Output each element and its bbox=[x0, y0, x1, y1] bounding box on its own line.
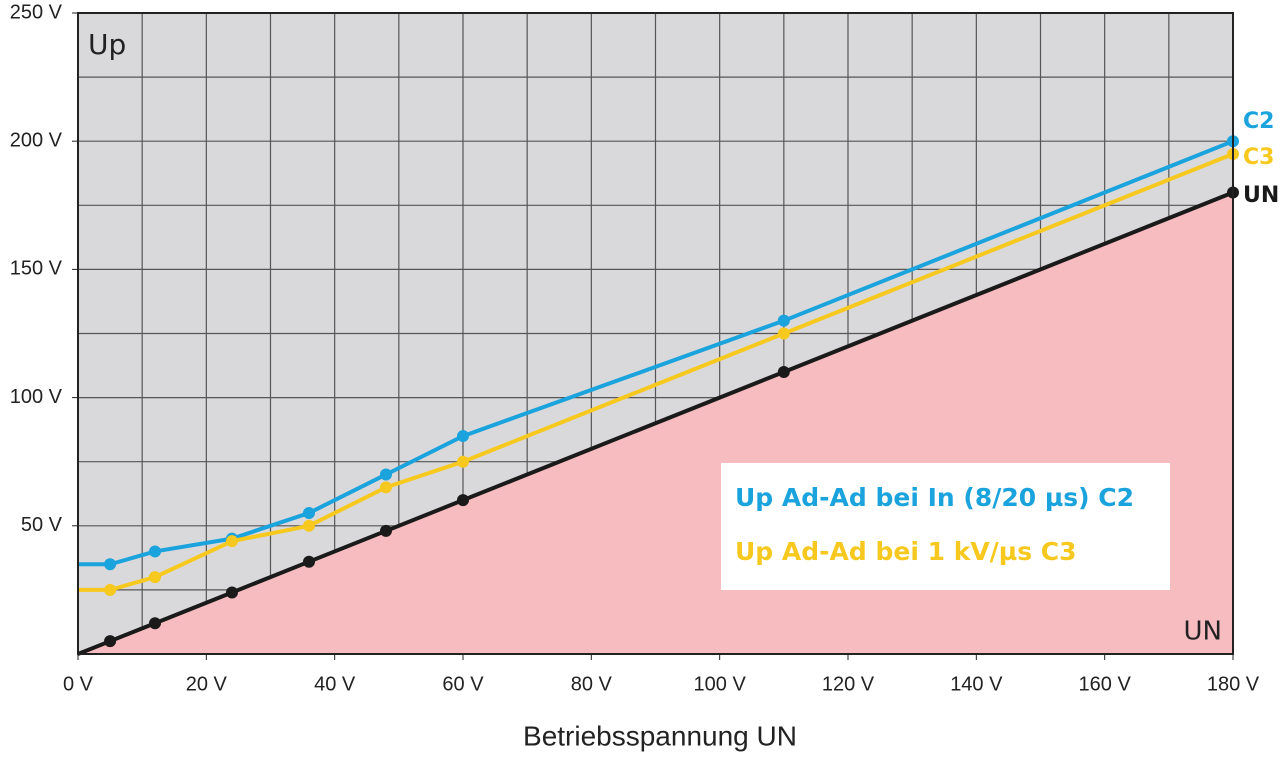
x-tick-label: 100 V bbox=[694, 673, 747, 695]
point bbox=[149, 571, 161, 584]
point bbox=[226, 535, 238, 548]
end-label: C2 bbox=[1243, 109, 1274, 134]
legend-box bbox=[721, 463, 1170, 590]
x-tick-label: 0 V bbox=[63, 673, 94, 695]
point bbox=[777, 365, 790, 378]
end-label: UN bbox=[1243, 183, 1279, 208]
x-tick-label: 180 V bbox=[1207, 673, 1260, 695]
legend: Up Ad-Ad bei In (8/20 µs) C2 Up Ad-Ad bei… bbox=[735, 483, 1134, 566]
legend-entry: Up Ad-Ad bei 1 kV/µs C3 bbox=[735, 537, 1077, 566]
point bbox=[303, 506, 315, 519]
point bbox=[457, 455, 469, 468]
end-label: C3 bbox=[1243, 145, 1274, 170]
y-tick-label: 200 V bbox=[10, 129, 63, 151]
x-tick-label: 60 V bbox=[442, 673, 484, 695]
point bbox=[380, 481, 392, 494]
point bbox=[777, 327, 790, 340]
corner-label: UN bbox=[1184, 617, 1222, 647]
x-tick-label: 140 V bbox=[950, 673, 1003, 695]
point bbox=[380, 524, 392, 537]
point bbox=[303, 555, 315, 568]
x-tick-label: 120 V bbox=[822, 673, 875, 695]
point bbox=[149, 617, 161, 630]
y-tick-label: 50 V bbox=[21, 514, 63, 536]
y-tick-label: 150 V bbox=[10, 258, 63, 280]
plot-frame bbox=[77, 12, 1234, 655]
point bbox=[104, 558, 117, 571]
point bbox=[104, 635, 117, 648]
point bbox=[457, 494, 469, 507]
point bbox=[104, 583, 117, 596]
x-tick-label: 20 V bbox=[186, 673, 228, 695]
y-tick-label: 100 V bbox=[10, 386, 63, 408]
x-tick-label: 40 V bbox=[314, 673, 356, 695]
point bbox=[380, 468, 392, 481]
point bbox=[777, 314, 790, 327]
x-tick-label: 80 V bbox=[571, 673, 613, 695]
y-axis-label: Up bbox=[88, 28, 126, 61]
point bbox=[457, 430, 469, 443]
x-tick-label: 160 V bbox=[1079, 673, 1132, 695]
point bbox=[303, 519, 315, 532]
y-tick-label: 250 V bbox=[10, 1, 63, 23]
point bbox=[226, 586, 238, 599]
point bbox=[149, 545, 161, 558]
x-axis-label: Betriebsspannung UN bbox=[523, 720, 797, 751]
legend-entry: Up Ad-Ad bei In (8/20 µs) C2 bbox=[735, 483, 1134, 512]
